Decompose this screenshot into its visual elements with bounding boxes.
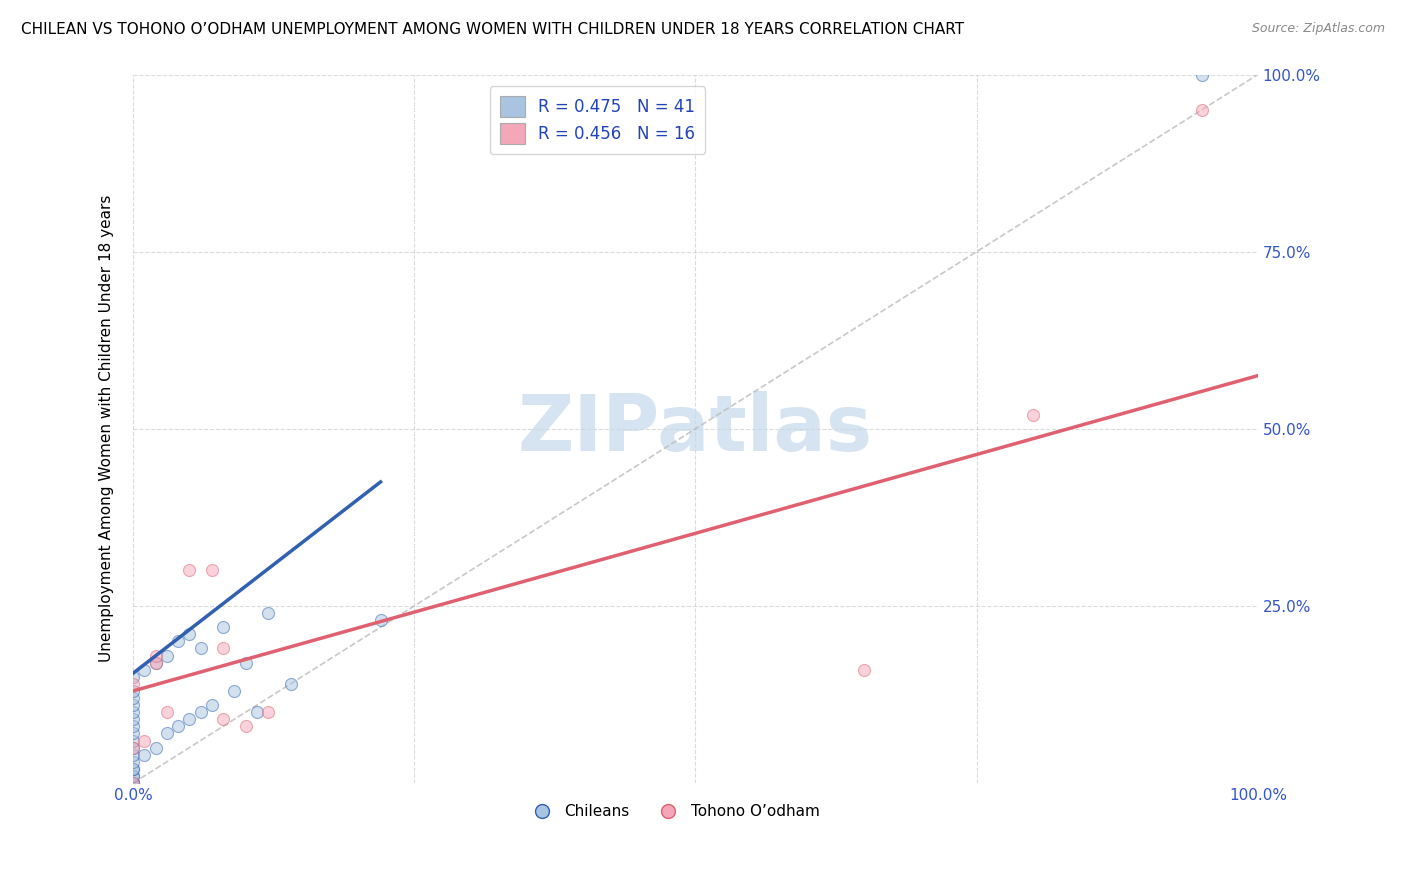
Point bbox=[235, 719, 257, 733]
Point bbox=[179, 564, 201, 578]
Point bbox=[122, 769, 145, 783]
Point bbox=[257, 705, 280, 719]
Point bbox=[122, 776, 145, 790]
Point bbox=[122, 677, 145, 691]
Point bbox=[280, 677, 302, 691]
Legend: Chileans, Tohono O’odham: Chileans, Tohono O’odham bbox=[520, 797, 825, 825]
Point bbox=[122, 776, 145, 790]
Point bbox=[156, 705, 179, 719]
Point bbox=[134, 733, 156, 747]
Point bbox=[134, 663, 156, 677]
Point bbox=[224, 684, 246, 698]
Point bbox=[122, 691, 145, 706]
Point bbox=[122, 769, 145, 783]
Point bbox=[145, 656, 167, 670]
Point bbox=[122, 733, 145, 747]
Point bbox=[145, 648, 167, 663]
Point bbox=[212, 712, 235, 726]
Point bbox=[201, 698, 224, 712]
Point bbox=[257, 606, 280, 620]
Text: Source: ZipAtlas.com: Source: ZipAtlas.com bbox=[1251, 22, 1385, 36]
Point bbox=[201, 564, 224, 578]
Point bbox=[145, 740, 167, 755]
Point bbox=[122, 762, 145, 776]
Point bbox=[179, 627, 201, 641]
Point bbox=[1022, 408, 1045, 422]
Point bbox=[190, 705, 212, 719]
Point bbox=[122, 705, 145, 719]
Point bbox=[1191, 103, 1213, 117]
Point bbox=[122, 670, 145, 684]
Point bbox=[212, 620, 235, 634]
Point bbox=[122, 684, 145, 698]
Point bbox=[122, 712, 145, 726]
Point bbox=[370, 613, 392, 627]
Point bbox=[122, 698, 145, 712]
Point bbox=[167, 719, 190, 733]
Point bbox=[156, 648, 179, 663]
Point bbox=[122, 740, 145, 755]
Point bbox=[122, 747, 145, 762]
Point bbox=[122, 776, 145, 790]
Point bbox=[122, 755, 145, 769]
Point bbox=[122, 719, 145, 733]
Y-axis label: Unemployment Among Women with Children Under 18 years: Unemployment Among Women with Children U… bbox=[100, 195, 114, 663]
Point bbox=[1191, 68, 1213, 82]
Point bbox=[145, 656, 167, 670]
Point bbox=[122, 776, 145, 790]
Point bbox=[246, 705, 269, 719]
Point bbox=[122, 740, 145, 755]
Point bbox=[134, 747, 156, 762]
Point bbox=[212, 641, 235, 656]
Point bbox=[122, 776, 145, 790]
Text: CHILEAN VS TOHONO O’ODHAM UNEMPLOYMENT AMONG WOMEN WITH CHILDREN UNDER 18 YEARS : CHILEAN VS TOHONO O’ODHAM UNEMPLOYMENT A… bbox=[21, 22, 965, 37]
Point bbox=[179, 712, 201, 726]
Point bbox=[235, 656, 257, 670]
Point bbox=[167, 634, 190, 648]
Point bbox=[122, 762, 145, 776]
Point bbox=[156, 726, 179, 740]
Point bbox=[853, 663, 876, 677]
Text: ZIPatlas: ZIPatlas bbox=[517, 391, 873, 467]
Point bbox=[190, 641, 212, 656]
Point bbox=[122, 726, 145, 740]
